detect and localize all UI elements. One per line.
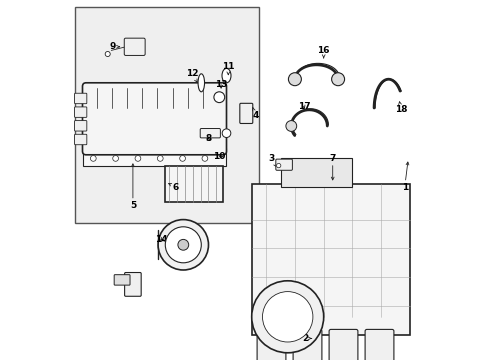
FancyBboxPatch shape bbox=[200, 129, 220, 138]
Circle shape bbox=[202, 156, 207, 161]
Circle shape bbox=[135, 156, 141, 161]
FancyBboxPatch shape bbox=[365, 329, 393, 360]
Text: 11: 11 bbox=[222, 62, 234, 75]
Text: 15: 15 bbox=[114, 276, 126, 285]
Text: 1: 1 bbox=[401, 162, 408, 192]
FancyBboxPatch shape bbox=[165, 166, 223, 202]
Text: 4: 4 bbox=[252, 108, 258, 120]
Circle shape bbox=[262, 292, 312, 342]
Circle shape bbox=[222, 129, 230, 138]
Text: 17: 17 bbox=[297, 102, 309, 111]
FancyBboxPatch shape bbox=[239, 103, 252, 123]
FancyBboxPatch shape bbox=[124, 38, 145, 55]
FancyBboxPatch shape bbox=[124, 273, 141, 296]
Text: 16: 16 bbox=[317, 46, 329, 58]
Circle shape bbox=[90, 156, 96, 161]
Text: 9: 9 bbox=[110, 42, 119, 51]
FancyBboxPatch shape bbox=[75, 7, 258, 223]
FancyBboxPatch shape bbox=[251, 184, 409, 335]
Text: 13: 13 bbox=[214, 80, 227, 89]
Text: 3: 3 bbox=[268, 154, 276, 167]
Text: 18: 18 bbox=[394, 102, 407, 114]
Text: 14: 14 bbox=[155, 235, 168, 244]
Circle shape bbox=[179, 156, 185, 161]
FancyBboxPatch shape bbox=[280, 158, 352, 187]
FancyBboxPatch shape bbox=[292, 329, 321, 360]
FancyBboxPatch shape bbox=[82, 148, 226, 166]
Circle shape bbox=[288, 73, 301, 86]
FancyBboxPatch shape bbox=[275, 159, 292, 170]
FancyBboxPatch shape bbox=[82, 83, 226, 155]
Circle shape bbox=[158, 220, 208, 270]
Text: 5: 5 bbox=[129, 164, 136, 210]
Circle shape bbox=[105, 51, 110, 57]
Text: 12: 12 bbox=[185, 69, 198, 82]
Text: 7: 7 bbox=[329, 154, 335, 180]
FancyBboxPatch shape bbox=[75, 107, 87, 117]
Circle shape bbox=[113, 156, 118, 161]
Circle shape bbox=[157, 156, 163, 161]
Text: 6: 6 bbox=[168, 183, 179, 192]
Text: 10: 10 bbox=[213, 152, 225, 161]
Circle shape bbox=[213, 92, 224, 103]
FancyBboxPatch shape bbox=[75, 93, 87, 104]
Circle shape bbox=[178, 239, 188, 250]
Circle shape bbox=[276, 163, 280, 168]
Ellipse shape bbox=[222, 68, 230, 83]
FancyBboxPatch shape bbox=[328, 329, 357, 360]
FancyBboxPatch shape bbox=[257, 329, 285, 360]
FancyBboxPatch shape bbox=[75, 121, 87, 131]
Circle shape bbox=[165, 227, 201, 263]
Circle shape bbox=[331, 73, 344, 86]
Text: 2: 2 bbox=[302, 334, 311, 343]
FancyBboxPatch shape bbox=[114, 275, 130, 285]
Text: 8: 8 bbox=[205, 134, 211, 143]
Ellipse shape bbox=[198, 74, 204, 92]
FancyBboxPatch shape bbox=[75, 134, 87, 145]
Circle shape bbox=[285, 121, 296, 131]
Circle shape bbox=[251, 281, 323, 353]
